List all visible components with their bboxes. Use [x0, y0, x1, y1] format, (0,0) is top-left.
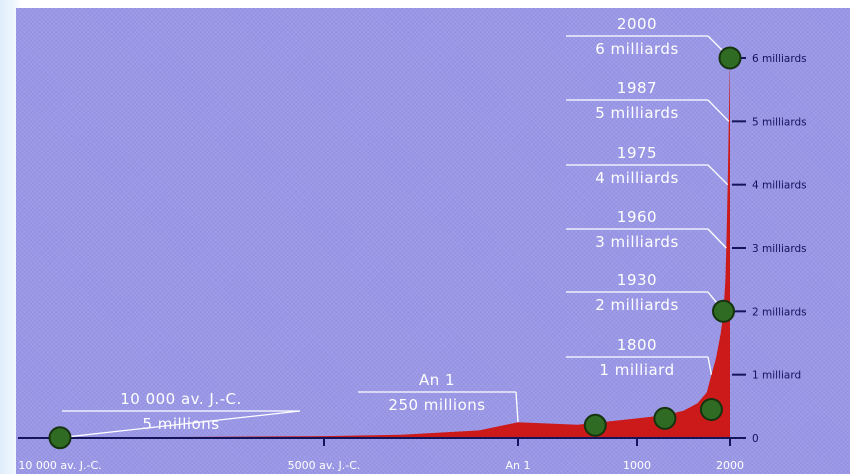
- annotation-leader: [707, 228, 727, 249]
- annotation-year: 10 000 av. J.-C.: [120, 390, 242, 408]
- annotation-value: 5 milliards: [595, 104, 679, 122]
- y-tick-label: 2 milliards: [752, 306, 807, 318]
- annotation-leader: [707, 356, 713, 375]
- data-marker: [699, 398, 723, 421]
- annotation-year: 1960: [617, 208, 657, 226]
- data-marker: [653, 406, 677, 430]
- annotation-value: 4 milliards: [595, 169, 679, 187]
- y-tick-label: 4 milliards: [752, 180, 807, 192]
- y-tick-label: 6 milliards: [752, 53, 807, 65]
- annotation-year: An 1: [419, 371, 455, 389]
- annotation-year: 1800: [617, 336, 657, 354]
- y-tick-label: 0: [752, 433, 759, 445]
- annotation-value: 2 milliards: [595, 296, 679, 314]
- x-tick-label: 10 000 av. J.-C.: [18, 459, 101, 472]
- annotation-year: 1987: [617, 79, 657, 97]
- annotation-leader: [707, 164, 729, 186]
- y-tick-label: 1 milliard: [752, 370, 801, 382]
- annotation-year: 2000: [617, 15, 657, 33]
- data-marker: [583, 413, 607, 437]
- data-marker: [712, 299, 735, 323]
- annotation-year: 1930: [617, 271, 657, 289]
- y-tick-label: 5 milliards: [752, 116, 807, 128]
- annotation-value: 3 milliards: [595, 233, 679, 251]
- x-tick-label: 2000: [716, 459, 744, 472]
- x-tick-label: An 1: [506, 459, 531, 472]
- y-tick-label: 3 milliards: [752, 243, 807, 255]
- annotation-value: 250 millions: [388, 396, 485, 414]
- data-marker: [48, 426, 72, 450]
- annotation-value: 1 milliard: [599, 361, 674, 379]
- x-tick-label: 1000: [623, 459, 651, 472]
- annotation-leader: [59, 410, 301, 439]
- annotation-leader: [707, 99, 730, 122]
- x-tick-label: 5000 av. J.-C.: [288, 459, 361, 472]
- data-marker: [718, 46, 742, 70]
- annotation-value: 6 milliards: [595, 40, 679, 58]
- chart-frame: [16, 8, 850, 474]
- annotation-year: 1975: [617, 144, 657, 162]
- annotation-leader: [515, 391, 519, 423]
